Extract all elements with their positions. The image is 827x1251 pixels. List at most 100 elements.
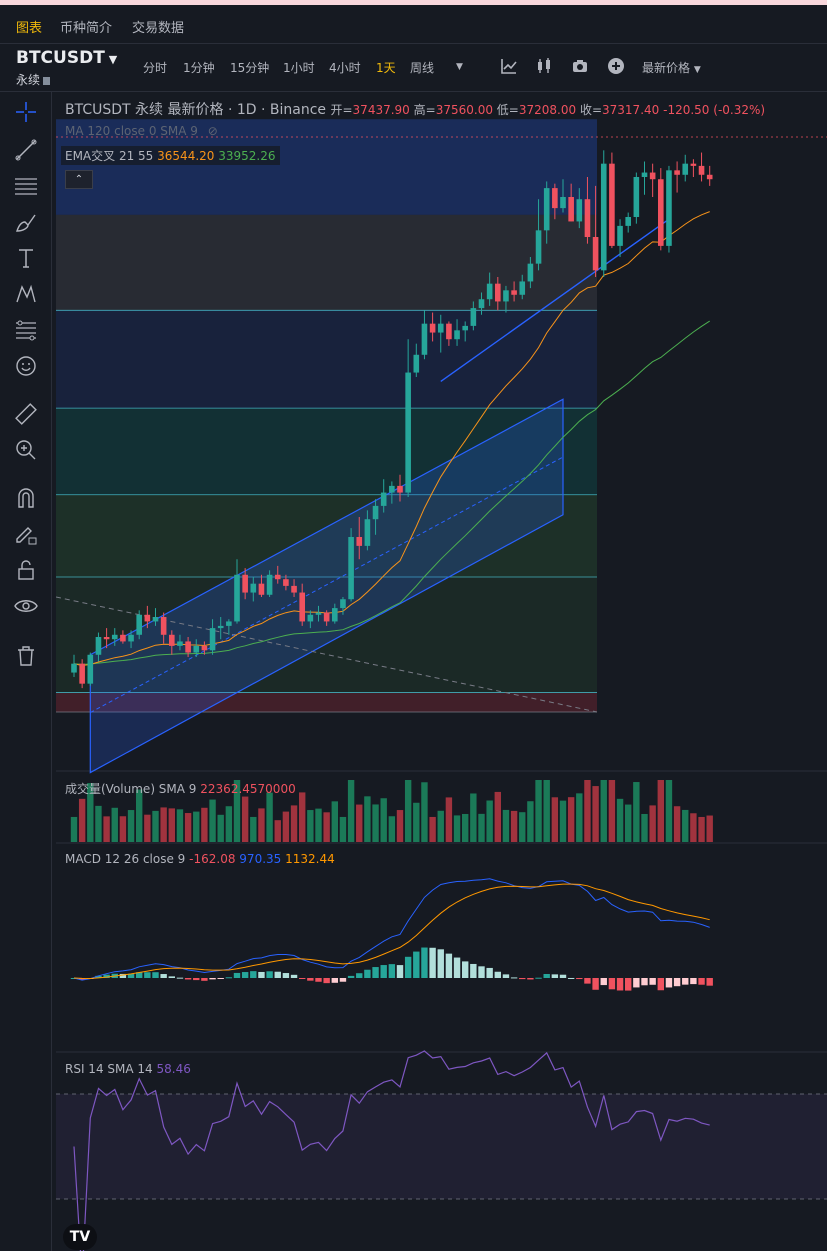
volume-bar: [413, 802, 420, 842]
macd-histogram-bar: [502, 974, 510, 978]
fib-zone: [56, 692, 597, 712]
candle-body: [177, 641, 183, 646]
volume-bar: [543, 780, 550, 842]
ma-legend[interactable]: MA 120 close 0 SMA 9 ⊘: [65, 124, 218, 138]
ema-slow-line: [73, 320, 710, 665]
volume-bar: [233, 780, 241, 842]
timeframe-1h[interactable]: 1小时: [283, 61, 315, 75]
candle-body: [307, 614, 314, 622]
symbol-selector[interactable]: BTCUSDT ▼: [16, 48, 117, 68]
rsi-line: [73, 1050, 710, 1251]
indicators-icon[interactable]: [500, 57, 518, 75]
volume-bar: [462, 813, 469, 842]
magnet-icon[interactable]: [14, 486, 38, 510]
macd-histogram-bar: [690, 978, 697, 985]
fib-zone: [56, 577, 597, 693]
volume-bar: [633, 782, 640, 842]
legend-low: 37208.00: [518, 103, 577, 117]
candle-body: [641, 172, 648, 177]
trend-line-icon[interactable]: [14, 138, 38, 162]
timeframe-4h[interactable]: 4小时: [329, 61, 361, 75]
volume-bar: [347, 780, 355, 842]
legend-close: 37317.40: [602, 103, 660, 117]
volume-bar: [592, 786, 599, 842]
chart-toolbar: BTCUSDT ▼ 永续 分时 1分钟 15分钟 1小时 4小时 1天 周线 ▼ …: [0, 44, 827, 92]
contract-label: 永续: [16, 73, 41, 87]
macd-histogram-bar: [144, 972, 151, 978]
volume-bar: [103, 816, 110, 842]
candle-body: [486, 283, 493, 300]
fib-icon[interactable]: [14, 318, 38, 342]
candle-body: [169, 634, 175, 646]
chart-area[interactable]: BTCUSDT 永续 最新价格 · 1D · Binance 开=37437.9…: [55, 92, 827, 1251]
volume-bar: [698, 816, 705, 842]
hidden-eye-icon[interactable]: ⊘: [207, 124, 218, 138]
candle-body: [535, 230, 542, 264]
macd-histogram-bar: [462, 961, 469, 978]
add-icon[interactable]: [607, 57, 625, 75]
timeframe-15m[interactable]: 15分钟: [230, 61, 270, 75]
timeframe-tick[interactable]: 分时: [143, 61, 168, 75]
volume-bar: [380, 798, 387, 842]
macd-histogram-bar: [364, 969, 371, 978]
volume-bar: [584, 780, 591, 842]
collapse-legend-button[interactable]: ⌃: [65, 170, 93, 189]
volume-bar: [470, 793, 477, 842]
macd-histogram-bar: [665, 978, 673, 988]
macd-histogram-bar: [299, 978, 306, 979]
trash-icon[interactable]: [14, 644, 38, 668]
candle-body: [152, 617, 159, 622]
volume-bar: [315, 808, 322, 842]
tab-chart[interactable]: 图表: [16, 21, 43, 36]
chart-type-icon[interactable]: [535, 57, 553, 75]
candle-body: [242, 574, 248, 593]
unlock-icon[interactable]: [14, 558, 38, 582]
volume-bar: [641, 813, 648, 842]
volume-bar: [209, 799, 216, 842]
volume-bar: [682, 809, 689, 842]
candle-body: [356, 537, 363, 546]
pattern-icon[interactable]: [14, 282, 38, 306]
timeframe-1d[interactable]: 1天: [376, 61, 396, 75]
ema-legend[interactable]: EMA交叉 21 55 36544.20 33952.26: [61, 146, 280, 165]
tab-trading-data[interactable]: 交易数据: [132, 21, 185, 36]
camera-icon[interactable]: [571, 57, 589, 75]
visibility-icon[interactable]: [14, 594, 38, 618]
volume-bar: [478, 813, 485, 842]
tab-coin-info[interactable]: 币种简介: [60, 21, 113, 36]
macd-histogram-bar: [519, 978, 526, 980]
candle-body: [397, 485, 403, 493]
candle-body: [234, 574, 240, 622]
lock-drawing-icon[interactable]: [14, 522, 38, 546]
horizontal-lines-icon[interactable]: [14, 174, 38, 198]
more-timeframes-icon[interactable]: ▼: [456, 62, 463, 72]
volume-bar: [299, 792, 306, 842]
ruler-icon[interactable]: [14, 402, 38, 426]
text-icon[interactable]: [14, 246, 38, 270]
contract-mark-icon: [43, 77, 51, 85]
timeframe-1m[interactable]: 1分钟: [183, 61, 215, 75]
emoji-icon[interactable]: [14, 354, 38, 378]
macd-histogram-bar: [201, 978, 208, 981]
tradingview-logo: TV: [63, 1224, 97, 1250]
candle-body: [291, 585, 297, 593]
macd-histogram-bar: [388, 964, 396, 978]
candle-body: [128, 634, 134, 642]
brush-icon[interactable]: [14, 210, 38, 234]
candle-body: [201, 645, 208, 651]
macd-histogram-bar: [576, 978, 583, 980]
macd-histogram-bar: [592, 978, 599, 990]
volume-bar: [527, 801, 534, 842]
macd-histogram-bar: [127, 973, 135, 978]
price-type-select[interactable]: 最新价格 ▼: [642, 59, 701, 76]
candle-body: [706, 174, 713, 180]
volume-bar: [95, 805, 102, 842]
volume-bar: [649, 805, 656, 842]
macd-histogram-bar: [413, 951, 420, 978]
timeframe-1w[interactable]: 周线: [410, 61, 435, 75]
volume-bar: [388, 816, 396, 842]
crosshair-icon[interactable]: [14, 100, 38, 124]
macd-histogram-bar: [527, 978, 534, 980]
zoom-in-icon[interactable]: [14, 438, 38, 462]
macd-histogram-bar: [396, 965, 404, 978]
